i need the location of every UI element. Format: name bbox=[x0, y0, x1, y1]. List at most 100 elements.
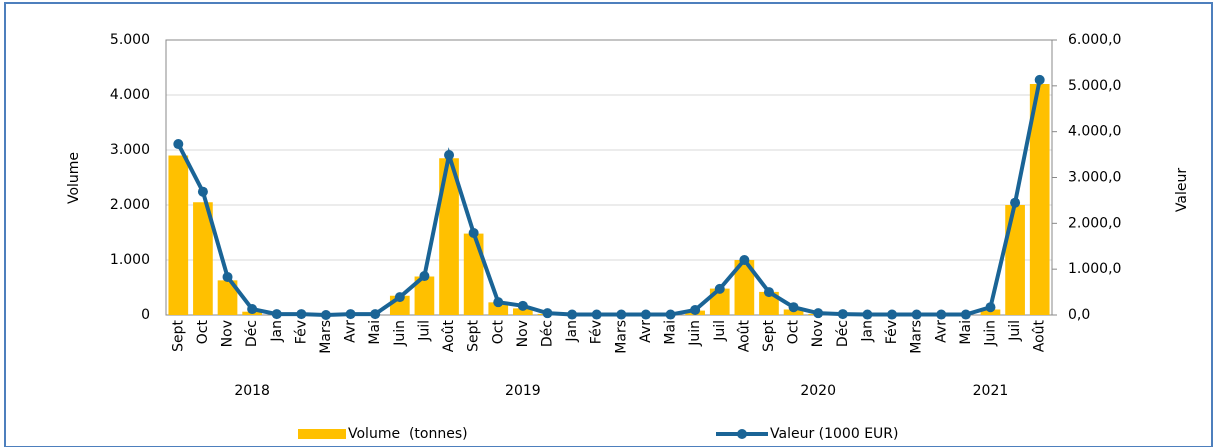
x-tick-label: Jan bbox=[564, 320, 580, 343]
line-marker bbox=[222, 271, 233, 282]
year-label: 2020 bbox=[800, 383, 836, 399]
x-tick-label: Jan bbox=[859, 320, 875, 343]
bar bbox=[217, 280, 238, 315]
legend-marker bbox=[737, 429, 747, 439]
bar bbox=[1005, 205, 1025, 315]
legend-swatch bbox=[298, 429, 346, 439]
line-marker bbox=[345, 309, 356, 320]
x-tick-label: Fév bbox=[589, 320, 605, 344]
line-marker bbox=[493, 297, 504, 308]
line-marker bbox=[665, 309, 676, 320]
y2-axis-title: Valeur bbox=[1174, 168, 1190, 212]
line-marker bbox=[714, 283, 725, 294]
x-tick-label: Mars bbox=[909, 320, 925, 354]
x-tick-label: Juil bbox=[416, 320, 432, 342]
x-tick-label: Juil bbox=[1007, 320, 1023, 342]
x-tick-label: Avr bbox=[933, 320, 949, 343]
line-marker bbox=[739, 255, 750, 265]
bar bbox=[1029, 84, 1050, 315]
line-marker bbox=[1034, 74, 1045, 85]
y2-tick-label: 6.000,0 bbox=[1068, 32, 1121, 48]
x-tick-label: Août bbox=[736, 319, 752, 352]
y2-tick-label: 0,0 bbox=[1068, 307, 1090, 323]
x-tick-label: Juin bbox=[392, 320, 408, 347]
line-marker bbox=[591, 309, 602, 320]
line-marker bbox=[616, 309, 627, 320]
x-tick-label: Nov bbox=[810, 320, 826, 347]
bar bbox=[414, 276, 435, 315]
x-tick-label: Mai bbox=[367, 320, 383, 345]
line-marker bbox=[1010, 197, 1021, 208]
line-marker bbox=[173, 139, 184, 150]
x-tick-label: Oct bbox=[490, 320, 506, 345]
y-tick-label: 1.000 bbox=[110, 252, 150, 268]
y2-tick-label: 4.000,0 bbox=[1068, 124, 1121, 140]
y2-tick-label: 2.000,0 bbox=[1068, 215, 1121, 231]
x-tick-label: Déc bbox=[835, 320, 851, 347]
x-tick-label: Août bbox=[1032, 319, 1048, 352]
y2-tick-label: 5.000,0 bbox=[1068, 78, 1121, 94]
year-label: 2018 bbox=[234, 383, 270, 399]
year-label: 2021 bbox=[973, 383, 1009, 399]
bar bbox=[783, 309, 804, 315]
x-tick-label: Sept bbox=[761, 320, 777, 352]
x-tick-label: Mai bbox=[663, 320, 679, 345]
x-tick-label: Fév bbox=[884, 320, 900, 344]
y-tick-label: 2.000 bbox=[110, 197, 150, 213]
line-marker bbox=[763, 287, 774, 298]
x-tick-label: Déc bbox=[244, 320, 260, 347]
y-tick-label: 3.000 bbox=[110, 142, 150, 158]
line-marker bbox=[813, 308, 824, 319]
bar bbox=[463, 233, 484, 315]
line-marker bbox=[247, 304, 258, 315]
x-tick-label: Avr bbox=[343, 320, 359, 343]
line-marker bbox=[517, 300, 528, 311]
line-marker bbox=[788, 302, 799, 313]
line-marker bbox=[197, 186, 208, 197]
line-marker bbox=[936, 309, 947, 320]
y2-tick-label: 3.000,0 bbox=[1068, 170, 1121, 186]
y-tick-label: 0 bbox=[141, 307, 150, 323]
y-tick-label: 5.000 bbox=[110, 32, 150, 48]
x-tick-label: Mars bbox=[318, 320, 334, 354]
bar bbox=[193, 202, 213, 315]
line-marker bbox=[320, 310, 331, 320]
line-marker bbox=[887, 309, 898, 320]
x-tick-label: Déc bbox=[539, 320, 555, 347]
line-marker bbox=[837, 309, 848, 320]
bar bbox=[734, 260, 755, 315]
x-tick-label: Juin bbox=[687, 320, 703, 347]
line-marker bbox=[567, 309, 578, 320]
line-marker bbox=[394, 292, 405, 303]
line-marker bbox=[862, 309, 873, 320]
y-axis-title: Volume bbox=[66, 152, 82, 204]
year-label: 2019 bbox=[505, 383, 541, 399]
line-marker bbox=[690, 304, 701, 315]
x-tick-label: Mai bbox=[958, 320, 974, 345]
x-tick-label: Oct bbox=[195, 320, 211, 345]
x-tick-label: Sept bbox=[170, 320, 186, 352]
x-tick-label: Sept bbox=[466, 320, 482, 352]
x-tick-label: Oct bbox=[786, 320, 802, 345]
y2-tick-label: 1.000,0 bbox=[1068, 261, 1121, 277]
bar bbox=[513, 308, 533, 315]
x-tick-label: Nov bbox=[220, 320, 236, 347]
x-tick-label: Août bbox=[441, 319, 457, 352]
x-tick-label: Juil bbox=[712, 320, 728, 342]
bar bbox=[168, 155, 189, 315]
legend-label: Volume (tonnes) bbox=[348, 426, 468, 442]
bar bbox=[759, 291, 779, 315]
line-marker bbox=[271, 309, 282, 320]
line-marker bbox=[370, 309, 381, 320]
line-marker bbox=[985, 302, 996, 313]
x-tick-label: Avr bbox=[638, 320, 654, 343]
x-tick-label: Nov bbox=[515, 320, 531, 347]
line-marker bbox=[640, 309, 651, 320]
x-tick-label: Jan bbox=[269, 320, 285, 343]
line-marker bbox=[542, 308, 553, 319]
x-tick-label: Juin bbox=[982, 320, 998, 347]
bar bbox=[439, 158, 459, 315]
x-tick-label: Fév bbox=[293, 320, 309, 344]
bar bbox=[980, 309, 1001, 315]
